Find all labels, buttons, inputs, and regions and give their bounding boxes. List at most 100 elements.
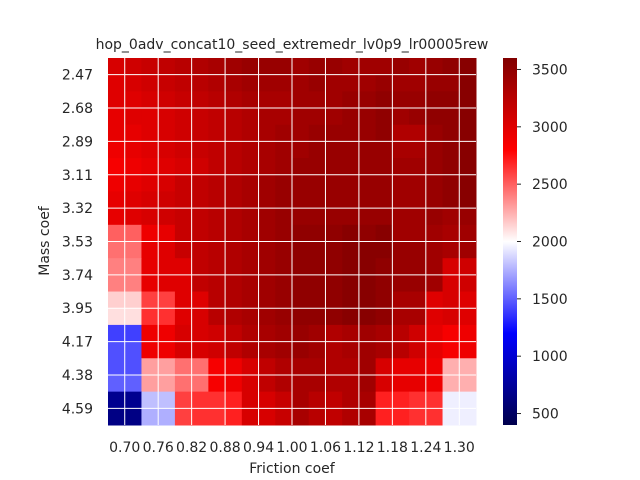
y-axis-ticks: 2.47 2.68 2.89 3.11 3.32 3.53 3.74 3.95 4.17 4.38… <box>62 68 93 418</box>
heatmap-cell <box>208 58 226 76</box>
heatmap-cell <box>174 291 193 309</box>
heatmap-cell <box>442 408 460 426</box>
heatmap-cell <box>141 241 159 259</box>
heatmap-cell <box>375 358 393 376</box>
heatmap-cell <box>225 191 243 209</box>
heatmap-cell <box>191 391 209 409</box>
heatmap-cell <box>141 291 159 309</box>
heatmap-cell <box>375 258 393 276</box>
heatmap-cell <box>108 158 126 176</box>
heatmap-cell <box>191 91 209 109</box>
heatmap-cell <box>141 224 159 242</box>
heatmap-cell <box>275 374 293 393</box>
heatmap-cell <box>459 391 477 409</box>
heatmap-cell <box>325 158 343 176</box>
heatmap-cell <box>392 58 410 76</box>
heatmap-cell <box>141 341 159 359</box>
x-tick-label: 0.94 <box>243 440 274 456</box>
heatmap-cell <box>241 124 260 142</box>
heatmap-cell <box>442 174 460 192</box>
heatmap-cell <box>409 224 427 242</box>
heatmap-cell <box>258 58 276 76</box>
heatmap-cell <box>292 108 310 126</box>
heatmap-cell <box>191 174 209 192</box>
heatmap-cell <box>459 408 477 426</box>
heatmap-cell <box>342 108 360 126</box>
heatmap-cell <box>358 208 377 226</box>
heatmap-cell <box>308 241 326 259</box>
heatmap-cell <box>208 224 226 242</box>
heatmap-cell <box>275 358 293 376</box>
heatmap-cell <box>158 174 176 192</box>
heatmap-cell <box>108 74 126 92</box>
heatmap-cell <box>241 108 260 126</box>
heatmap-cell <box>124 374 142 393</box>
heatmap-cell <box>158 258 176 276</box>
heatmap-cell <box>409 58 427 76</box>
heatmap-cell <box>375 158 393 176</box>
colorbar-tick-label: 1000 <box>532 349 568 365</box>
heatmap-cell <box>425 374 444 393</box>
heatmap-cell <box>325 191 343 209</box>
heatmap-cell <box>292 141 310 159</box>
heatmap-cell <box>208 408 226 426</box>
heatmap-cell <box>258 274 276 293</box>
heatmap-cell <box>409 191 427 209</box>
y-tick-label: 2.47 <box>62 68 93 84</box>
heatmap-cell <box>308 291 326 309</box>
heatmap-cell <box>108 141 126 159</box>
heatmap-cell <box>358 258 377 276</box>
heatmap-cell <box>308 274 326 293</box>
heatmap-cell <box>258 208 276 226</box>
heatmap-cell <box>325 374 343 393</box>
heatmap-cell <box>392 158 410 176</box>
heatmap-cell <box>225 391 243 409</box>
heatmap-cell <box>108 341 126 359</box>
heatmap-cell <box>425 274 444 293</box>
heatmap-cell <box>191 408 209 426</box>
heatmap-cell <box>158 158 176 176</box>
heatmap-cell <box>308 174 326 192</box>
heatmap-cell <box>158 58 176 76</box>
heatmap-cell <box>258 291 276 309</box>
y-axis-label: Mass coef <box>37 205 53 276</box>
heatmap-cell <box>108 358 126 376</box>
heatmap-cell <box>292 191 310 209</box>
heatmap-cell <box>258 124 276 142</box>
heatmap-cell <box>241 208 260 226</box>
heatmap-cell <box>459 141 477 159</box>
heatmap-cell <box>325 208 343 226</box>
heatmap-cell <box>108 241 126 259</box>
heatmap-cell <box>225 241 243 259</box>
heatmap-cell <box>158 374 176 393</box>
heatmap-cell <box>292 74 310 92</box>
heatmap-cell <box>208 308 226 326</box>
heatmap-cell <box>292 58 310 76</box>
heatmap-cell <box>409 391 427 409</box>
heatmap-cell <box>442 274 460 293</box>
heatmap-cell <box>124 308 142 326</box>
heatmap-cell <box>108 108 126 126</box>
heatmap-cell <box>358 274 377 293</box>
heatmap-cell <box>292 91 310 109</box>
heatmap-cell <box>174 124 193 142</box>
heatmap-cell <box>225 291 243 309</box>
heatmap-cell <box>425 341 444 359</box>
heatmap-cell <box>124 358 142 376</box>
heatmap-cell <box>124 258 142 276</box>
heatmap-cell <box>241 258 260 276</box>
heatmap-cell <box>459 91 477 109</box>
heatmap-cell <box>158 108 176 126</box>
heatmap-cell <box>459 374 477 393</box>
heatmap-cell <box>124 141 142 159</box>
heatmap-cell <box>225 58 243 76</box>
heatmap-cell <box>342 358 360 376</box>
heatmap-cell <box>325 308 343 326</box>
heatmap-cell <box>241 341 260 359</box>
heatmap-cell <box>375 341 393 359</box>
heatmap-cell <box>208 158 226 176</box>
heatmap-cell <box>425 408 444 426</box>
heatmap-cell <box>308 208 326 226</box>
heatmap-cell <box>275 208 293 226</box>
heatmap-cell <box>342 408 360 426</box>
